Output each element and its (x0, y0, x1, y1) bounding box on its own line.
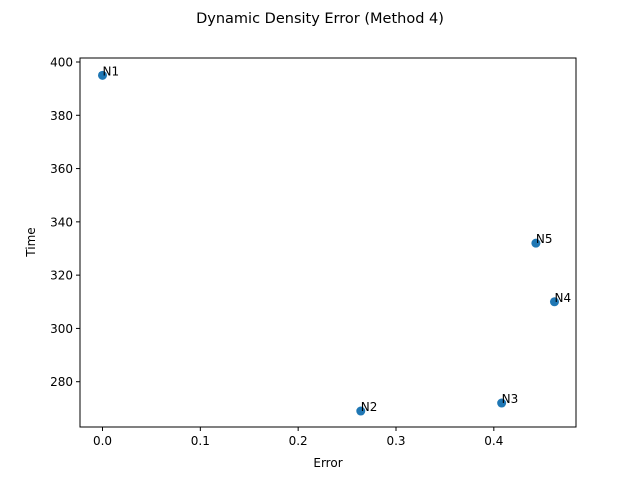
data-label-n5: N5 (536, 232, 553, 246)
y-tick-label: 360 (50, 162, 73, 176)
x-tick-label: 0.1 (191, 434, 210, 448)
data-label-n4: N4 (554, 291, 571, 305)
data-point-n1 (98, 70, 108, 80)
data-point-n3 (497, 398, 507, 408)
y-axis-label: Time (24, 227, 38, 257)
x-axis: 0.0 0.1 0.2 0.3 0.4 (93, 427, 503, 448)
data-point-n2 (356, 406, 366, 416)
y-tick-label: 300 (50, 322, 73, 336)
x-tick-label: 0.3 (386, 434, 405, 448)
x-tick-label: 0.0 (93, 434, 112, 448)
y-tick-label: 380 (50, 109, 73, 123)
x-axis-label: Error (313, 456, 342, 470)
plot-frame (79, 57, 577, 428)
plot-area (79, 57, 577, 428)
y-axis: 280 300 320 340 360 380 400 (50, 55, 80, 389)
data-label-n3: N3 (502, 392, 519, 406)
x-tick-label: 0.2 (289, 434, 308, 448)
data-points (98, 70, 559, 416)
y-tick-label: 340 (50, 215, 73, 229)
y-tick-label: 400 (50, 55, 73, 69)
data-label-n1: N1 (103, 64, 120, 78)
y-tick-label: 320 (50, 269, 73, 283)
y-tick-label: 280 (50, 375, 73, 389)
data-point-n5 (531, 238, 541, 248)
x-tick-label: 0.4 (484, 434, 503, 448)
chart-title: Dynamic Density Error (Method 4) (196, 11, 444, 27)
data-point-n4 (549, 297, 559, 307)
point-labels: N1 N2 N3 N4 N5 (103, 64, 572, 414)
data-label-n2: N2 (361, 400, 378, 414)
